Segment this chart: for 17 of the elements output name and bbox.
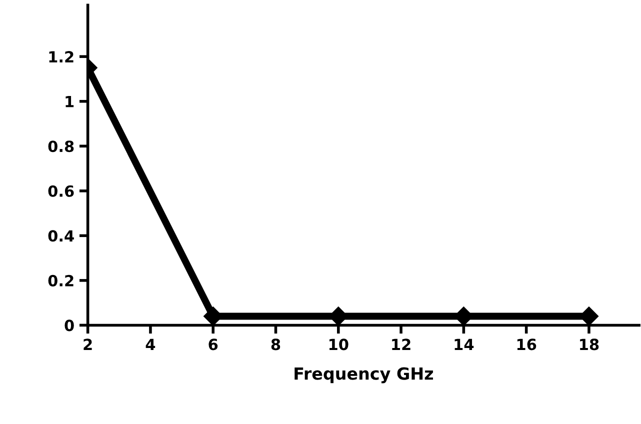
y-tick-label: 1 — [66, 96, 74, 108]
x-tick-label: 14 — [454, 338, 474, 350]
x-tick-label: 16 — [517, 338, 536, 350]
x-tick-label: 10 — [329, 338, 348, 350]
x-tick-label: 6 — [208, 338, 218, 350]
x-axis-title: Frequency GHz — [294, 367, 433, 384]
x-tick-label: 2 — [84, 338, 92, 350]
y-tick-label: 1.2 — [49, 51, 74, 62]
y-tick-label: 0.8 — [48, 140, 74, 152]
y-tick-label: 0 — [64, 320, 74, 332]
x-tick-label: 18 — [580, 338, 599, 350]
x-tick-label: 4 — [146, 338, 156, 350]
y-tick-label: 0.4 — [48, 230, 74, 242]
x-tick-label: 8 — [271, 338, 280, 350]
y-tick-label: 0.2 — [48, 274, 74, 286]
x-tick-label: 12 — [392, 338, 410, 350]
y-tick-label: 0.6 — [48, 185, 74, 197]
